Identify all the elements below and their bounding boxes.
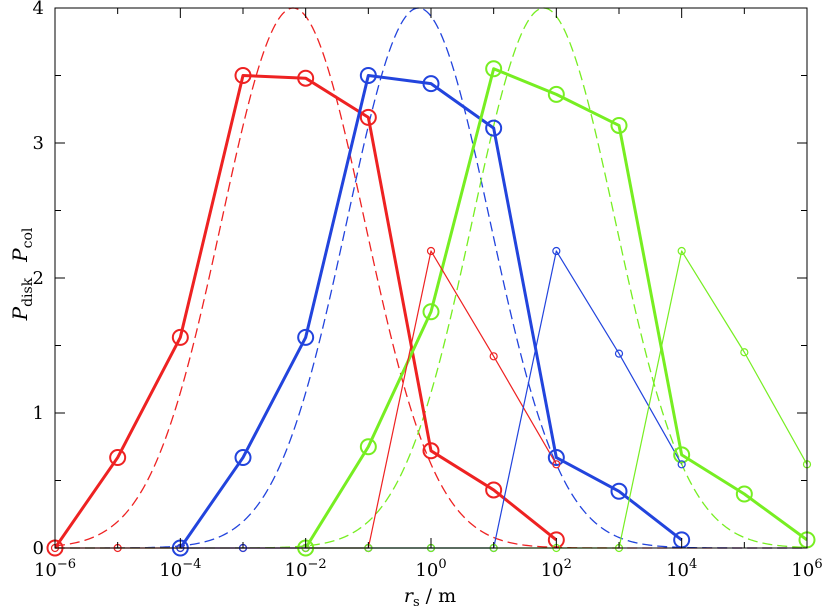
series-4-point-7	[614, 349, 624, 358]
x-tick-label: 10−4	[159, 557, 201, 581]
ticks-layer	[54, 7, 808, 549]
series-0-point-3	[234, 67, 252, 84]
y-tick-label: 3	[33, 133, 44, 154]
series-2-point-4	[547, 85, 565, 103]
series-0-point-1	[109, 449, 127, 467]
x-tick-label: 102	[541, 557, 572, 581]
series-5-point-6	[677, 246, 686, 256]
y-axis-label-p1: P	[8, 306, 32, 321]
series-1-point-1	[234, 449, 252, 467]
series-3-point-8	[552, 460, 561, 469]
series-8-dashed-curve	[55, 7, 807, 549]
series-0-line	[55, 74, 558, 549]
series-2-point-1	[359, 438, 377, 456]
series-3-point-7	[489, 352, 498, 361]
y-axis-label-s2: col	[20, 227, 36, 248]
series-1-point-4	[422, 75, 440, 93]
series-0-point-2	[171, 328, 189, 346]
series-1-line	[179, 74, 683, 549]
series-layer	[46, 7, 816, 557]
series-0-point-5	[359, 108, 377, 126]
x-tick-label: 106	[791, 557, 822, 581]
y-axis-label: PdiskPcol	[8, 227, 36, 321]
x-tick-label: 10−2	[285, 557, 327, 581]
series-0-point-7	[485, 481, 503, 499]
y-axis-label-s1: disk	[20, 277, 36, 307]
x-axis-label-unit: / m	[420, 585, 457, 607]
series-4-point-8	[677, 460, 686, 469]
x-tick-label: 100	[415, 557, 446, 581]
tick-labels-layer: 10−6 10−4 10−2 100 102 104 106 0 1 2 3 4	[33, 0, 823, 581]
series-0-point-4	[297, 69, 315, 87]
series-2-point-6	[673, 446, 691, 464]
x-axis-label-sub: s	[413, 595, 420, 609]
series-0-point-6	[422, 442, 440, 460]
series-4-point-6	[552, 246, 561, 256]
series-2-point-7	[735, 485, 753, 503]
x-tick-label: 104	[666, 557, 697, 581]
series-2-point-5	[610, 116, 628, 134]
y-tick-label: 2	[33, 268, 44, 289]
series-4-line	[180, 250, 683, 549]
series-3-line	[55, 250, 557, 549]
series-1-point-3	[359, 67, 377, 84]
series-1-point-2	[297, 328, 315, 346]
y-tick-label: 0	[33, 538, 44, 559]
x-axis-label: rs / m	[404, 585, 456, 609]
series-2-point-3	[485, 60, 503, 78]
series-1-point-5	[485, 119, 503, 137]
series-7-dashed-curve	[55, 7, 807, 549]
x-tick-label: 10−6	[34, 557, 76, 581]
series-3-point-6	[426, 246, 436, 256]
plot-frame	[54, 7, 808, 549]
y-axis-label-p2: P	[8, 248, 32, 263]
y-tick-label: 4	[33, 0, 44, 19]
series-5-point-7	[740, 348, 749, 357]
series-1-point-7	[610, 482, 628, 500]
x-axis-label-main: r	[404, 585, 415, 607]
series-1-point-6	[547, 449, 565, 467]
series-2-line	[304, 67, 807, 549]
series-6-dashed-curve	[55, 7, 807, 549]
y-tick-label: 1	[33, 403, 44, 424]
series-5-line	[305, 250, 807, 549]
series-2-point-2	[422, 303, 440, 321]
